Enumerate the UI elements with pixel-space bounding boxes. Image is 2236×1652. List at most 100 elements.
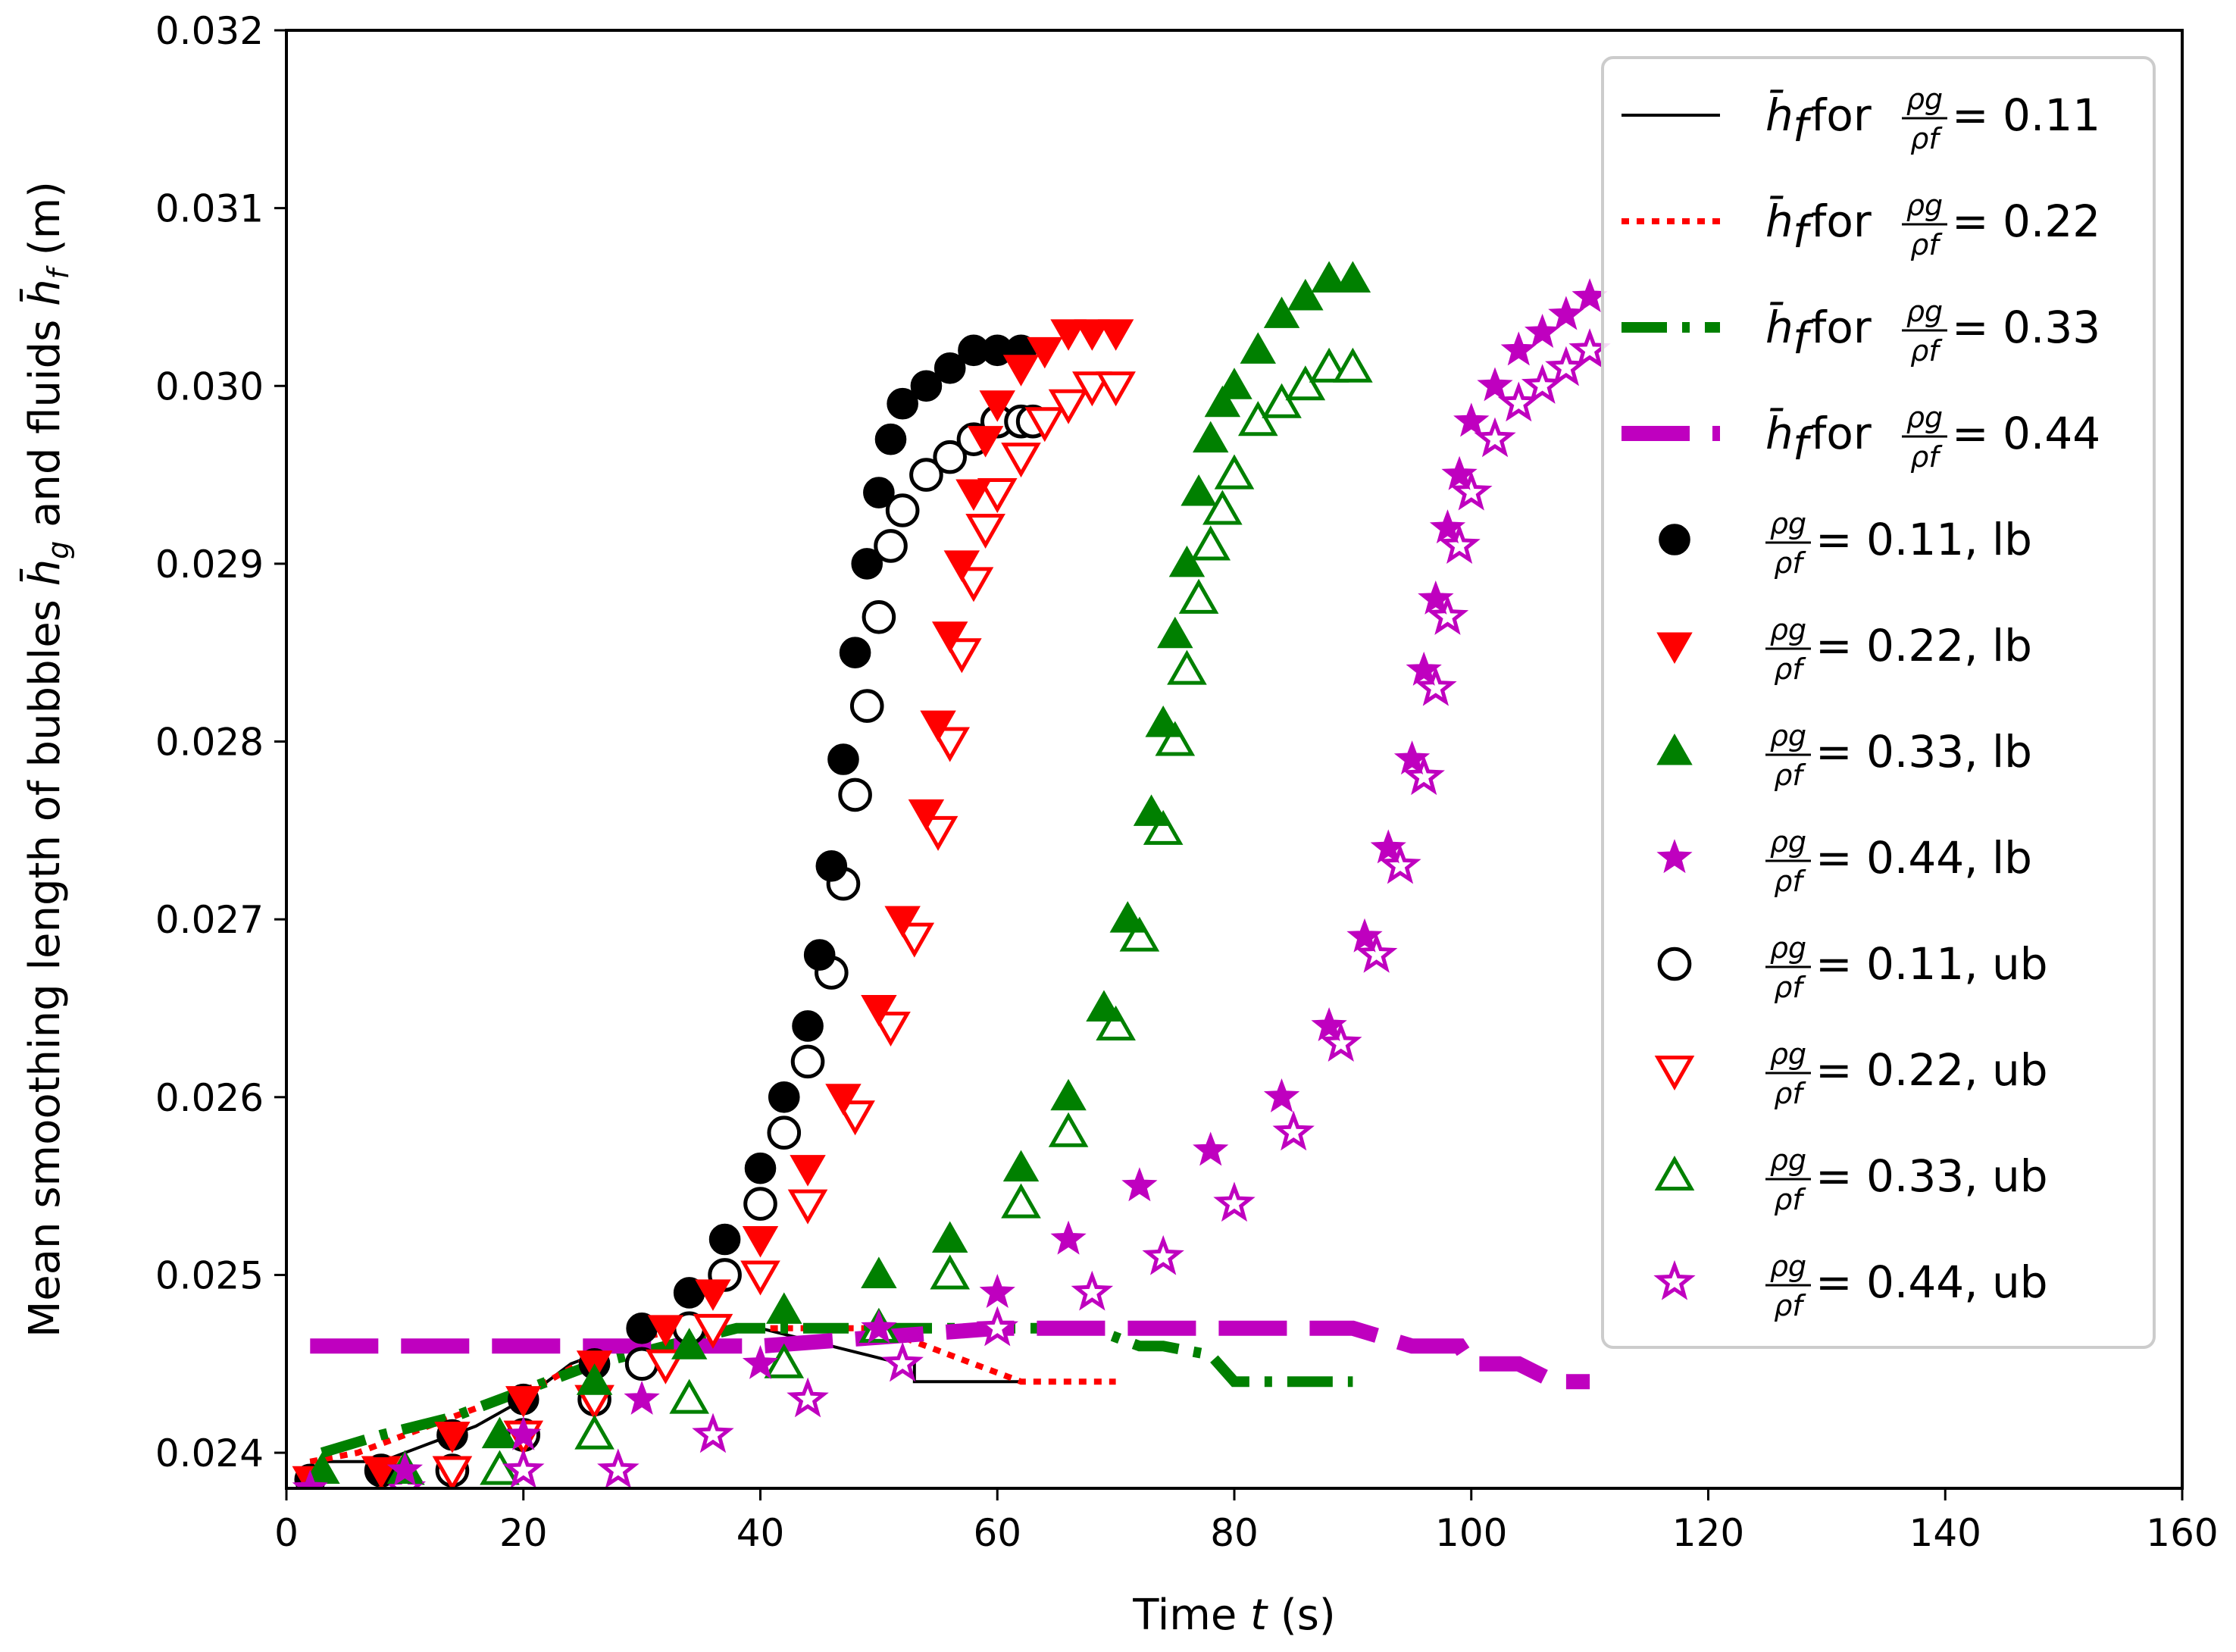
y-axis-title-suffix: (m) (20, 181, 70, 269)
x-tick-label: 40 (736, 1511, 785, 1555)
legend-frac-num: ρg (1770, 1144, 1806, 1177)
data-point (1311, 1007, 1347, 1041)
legend-frac-den: ρf (1774, 546, 1806, 580)
data-point (1168, 545, 1206, 577)
legend-label: ρg ρf = 0.22, ub (1765, 1037, 2048, 1110)
legend-value: = 0.22, lb (1815, 620, 2032, 671)
data-point (1449, 470, 1493, 511)
legend-value: = 0.11, ub (1815, 938, 2048, 990)
legend-value: = 0.22 (1952, 196, 2100, 247)
data-point (862, 599, 896, 634)
data-point (1190, 525, 1231, 561)
data-point (1050, 1078, 1087, 1111)
data-point (933, 352, 966, 384)
data-point (1320, 1022, 1362, 1062)
data-point (434, 1422, 471, 1453)
data-point (1355, 932, 1398, 973)
legend-label: ρg ρf = 0.22, lb (1765, 613, 2032, 686)
data-point (671, 1328, 708, 1359)
data-point (624, 1380, 660, 1415)
x-axis-title: Time t (s) (1132, 1591, 1336, 1640)
data-point (1216, 368, 1252, 399)
legend-frac-den: ρf (1774, 865, 1806, 898)
y-tick-label: 0.025 (155, 1253, 264, 1297)
data-point (1500, 331, 1537, 366)
data-point (825, 1084, 862, 1115)
data-point (871, 1011, 911, 1047)
data-point (1309, 347, 1349, 383)
x-tick-label: 80 (1210, 1511, 1259, 1555)
data-point (1213, 1181, 1256, 1222)
data-point (1204, 385, 1241, 418)
data-point (1109, 901, 1146, 933)
data-point (744, 1152, 777, 1184)
x-axis-title-var: t (1250, 1591, 1268, 1640)
legend-value: = 0.11, lb (1815, 514, 2032, 565)
data-point (965, 513, 1005, 549)
legend-value: = 0.44, ub (1815, 1256, 2048, 1308)
data-point (851, 548, 883, 580)
data-point (1545, 346, 1587, 386)
data-point (861, 1309, 897, 1344)
data-point (1048, 389, 1089, 424)
data-point (1497, 381, 1540, 422)
data-point (1157, 616, 1193, 649)
y-tick-label: 0.031 (155, 187, 264, 231)
legend-frac-den: ρf (1910, 122, 1943, 155)
y-tick-label: 0.028 (155, 721, 264, 765)
data-point (861, 1256, 897, 1288)
data-point (1178, 578, 1219, 614)
data-point (909, 458, 943, 492)
x-tick-label: 160 (2146, 1511, 2218, 1555)
legend-label: ρg ρf = 0.11, lb (1765, 507, 2032, 580)
data-point (505, 1386, 542, 1418)
data-point (838, 778, 872, 812)
data-point (1272, 1110, 1315, 1151)
legend-frac-den: ρf (1910, 440, 1943, 474)
x-tick-label: 140 (1909, 1511, 1981, 1555)
legend-frac-num: ρg (1770, 931, 1806, 965)
x-tick-label: 20 (499, 1511, 548, 1555)
data-point (930, 727, 971, 762)
data-point (849, 689, 884, 723)
data-point (1379, 843, 1421, 884)
data-point (386, 1451, 424, 1486)
x-tick-label: 120 (1672, 1511, 1744, 1555)
data-point (931, 1221, 968, 1253)
plot-area (292, 261, 1611, 1488)
y-tick-label: 0.027 (155, 898, 264, 942)
legend-var: h̄ (1765, 406, 1793, 459)
legend-frac-num: ρg (1770, 1250, 1806, 1283)
data-point (1334, 261, 1371, 293)
x-axis-title-suffix: (s) (1267, 1591, 1336, 1640)
data-point (787, 1377, 829, 1418)
legend-marker-7 (1654, 1155, 1695, 1191)
data-point (1050, 319, 1087, 351)
data-point (884, 906, 921, 938)
data-point (1441, 455, 1478, 490)
bubble-series-4 (292, 278, 1608, 1488)
data-point (815, 849, 848, 882)
data-point (576, 1363, 613, 1395)
legend-value: = 0.33, ub (1815, 1150, 2048, 1202)
legend-frac-den: ρf (1910, 228, 1943, 261)
data-point (803, 939, 836, 971)
data-point (1145, 706, 1181, 737)
legend-marker-3 (1656, 733, 1693, 765)
legend-frac-num: ρg (1906, 83, 1943, 116)
data-point (1074, 319, 1111, 351)
legend-marker-8 (1653, 1259, 1696, 1300)
data-point (505, 1416, 542, 1450)
x-tick-label: 0 (274, 1511, 299, 1555)
data-point (1311, 261, 1347, 293)
legend-value: = 0.33, lb (1815, 726, 2032, 778)
legend-var: h̄ (1765, 88, 1793, 141)
data-point (669, 1378, 709, 1414)
y-axis-title-prefix: Mean smoothing length of bubbles (20, 586, 70, 1338)
data-point (792, 1010, 824, 1042)
data-point (1415, 665, 1457, 706)
data-point (863, 477, 895, 508)
